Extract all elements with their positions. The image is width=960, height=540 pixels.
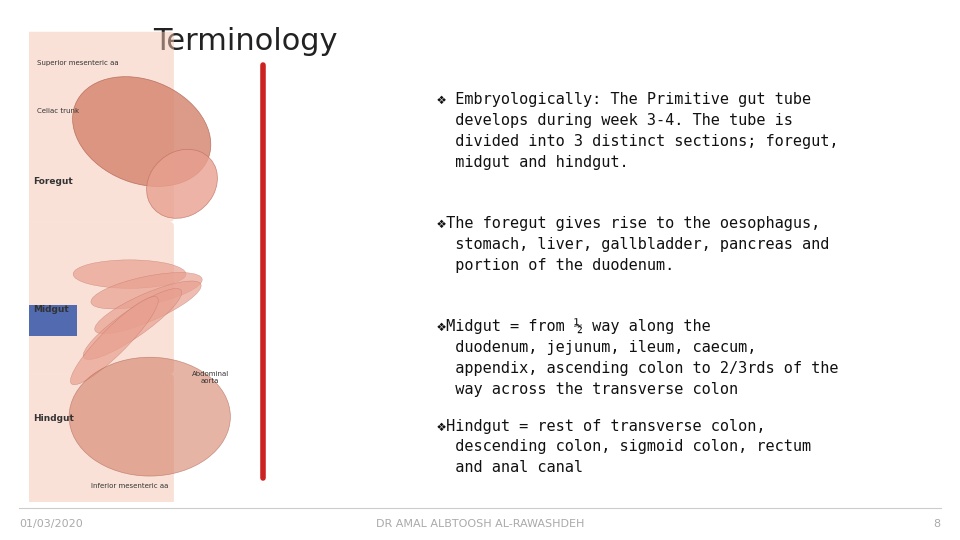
Text: Midgut: Midgut bbox=[33, 305, 68, 314]
Text: Hindgut: Hindgut bbox=[33, 414, 74, 423]
Text: ❖Midgut = from ½ way along the
  duodenum, jejunum, ileum, caecum,
  appendix, a: ❖Midgut = from ½ way along the duodenum,… bbox=[437, 319, 838, 397]
Text: Celiac trunk: Celiac trunk bbox=[36, 107, 79, 113]
FancyBboxPatch shape bbox=[25, 374, 174, 507]
Text: ❖ Embryologically: The Primitive gut tube
  develops during week 3-4. The tube i: ❖ Embryologically: The Primitive gut tub… bbox=[437, 92, 838, 170]
Ellipse shape bbox=[73, 77, 211, 186]
Text: DR AMAL ALBTOOSH AL-RAWASHDEH: DR AMAL ALBTOOSH AL-RAWASHDEH bbox=[375, 519, 585, 529]
Text: Foregut: Foregut bbox=[33, 177, 73, 186]
Text: ❖Hindgut = rest of transverse colon,
  descending colon, sigmoid colon, rectum
 : ❖Hindgut = rest of transverse colon, des… bbox=[437, 418, 811, 476]
Text: 01/03/2020: 01/03/2020 bbox=[19, 519, 83, 529]
Text: Terminology: Terminology bbox=[154, 27, 338, 56]
Ellipse shape bbox=[73, 260, 186, 288]
Text: Superior mesenteric aa: Superior mesenteric aa bbox=[36, 60, 118, 66]
Ellipse shape bbox=[84, 288, 181, 360]
Ellipse shape bbox=[70, 296, 158, 385]
Ellipse shape bbox=[91, 273, 203, 309]
Text: Inferior mesenteric aa: Inferior mesenteric aa bbox=[91, 483, 168, 489]
Text: 8: 8 bbox=[934, 519, 941, 529]
Text: ❖The foregut gives rise to the oesophagus,
  stomach, liver, gallbladder, pancre: ❖The foregut gives rise to the oesophagu… bbox=[437, 216, 829, 273]
FancyBboxPatch shape bbox=[25, 222, 174, 374]
FancyBboxPatch shape bbox=[25, 32, 174, 222]
Text: Abdominal
aorta: Abdominal aorta bbox=[192, 372, 228, 384]
Ellipse shape bbox=[95, 281, 202, 334]
Ellipse shape bbox=[147, 149, 218, 218]
Ellipse shape bbox=[69, 357, 230, 476]
Bar bbox=[29, 305, 77, 336]
